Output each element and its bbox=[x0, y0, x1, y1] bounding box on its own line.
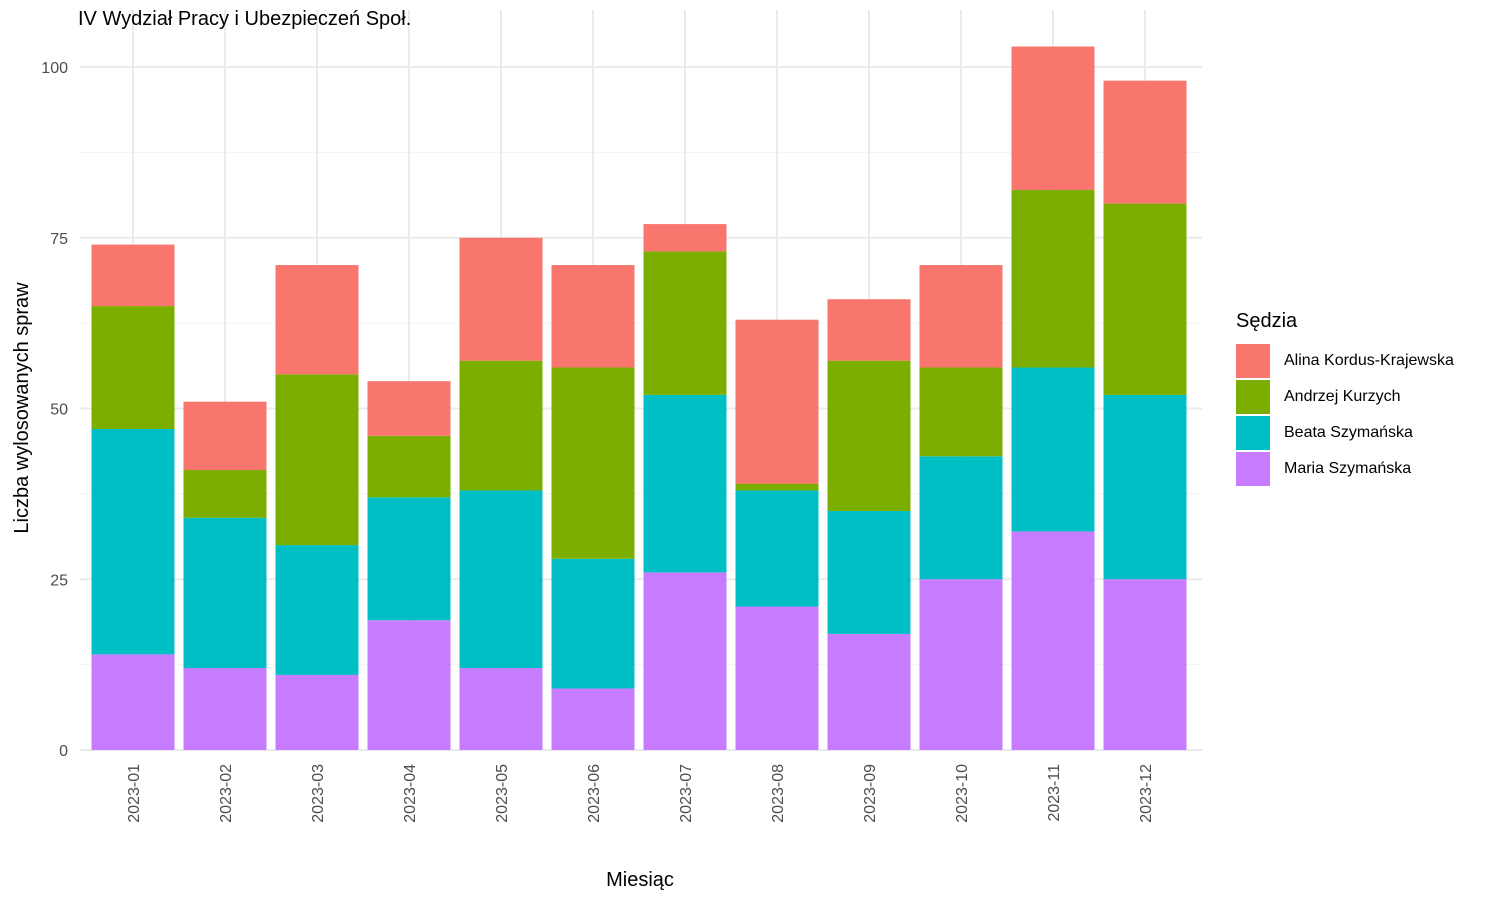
x-tick-label: 2023-12 bbox=[1138, 764, 1155, 823]
bar-segment bbox=[551, 367, 635, 559]
bar-segment bbox=[919, 367, 1003, 457]
legend-key-swatch bbox=[1236, 380, 1270, 414]
bar-segment bbox=[183, 401, 267, 470]
bar-segment bbox=[91, 306, 175, 429]
bar-segment bbox=[459, 360, 543, 491]
bar-segment bbox=[91, 428, 175, 655]
bar-segment bbox=[183, 517, 267, 669]
y-tick-label: 0 bbox=[59, 743, 68, 760]
bar-segment bbox=[1011, 367, 1095, 532]
bar-segment bbox=[367, 497, 451, 621]
x-tick-label: 2023-03 bbox=[310, 764, 327, 823]
bar-segment bbox=[459, 490, 543, 669]
bar-segment bbox=[643, 224, 727, 252]
bar-segment bbox=[1011, 189, 1095, 368]
legend-title: Sędzia bbox=[1236, 310, 1298, 332]
bar-segment bbox=[827, 299, 911, 361]
bar-segment bbox=[1103, 394, 1187, 580]
y-tick-label: 50 bbox=[50, 402, 68, 419]
legend-item: Beata Szymańska bbox=[1236, 415, 1454, 451]
legend-item: Maria Szymańska bbox=[1236, 451, 1454, 487]
x-tick-label: 2023-06 bbox=[586, 764, 603, 823]
legend-key-swatch bbox=[1236, 416, 1270, 450]
bar-segment bbox=[919, 579, 1003, 750]
x-axis-ticks: 2023-01 2023-02 2023-03 2023-04 2023-05 2023-… bbox=[126, 764, 1155, 823]
bar-segment bbox=[91, 654, 175, 750]
bar-segment bbox=[551, 265, 635, 368]
bar-segment bbox=[275, 374, 359, 546]
legend-label: Beata Szymańska bbox=[1284, 424, 1413, 441]
bar-segment bbox=[1011, 531, 1095, 750]
x-tick-label: 2023-09 bbox=[862, 764, 879, 823]
legend-item: Andrzej Kurzych bbox=[1236, 379, 1454, 415]
bar-segment bbox=[459, 237, 543, 361]
bar-segment bbox=[551, 688, 635, 750]
bar-segment bbox=[1103, 80, 1187, 204]
legend-label: Andrzej Kurzych bbox=[1284, 388, 1401, 405]
bar-segment bbox=[275, 545, 359, 675]
bar-segment bbox=[919, 265, 1003, 368]
bar-segment bbox=[735, 483, 819, 491]
bar-segment bbox=[643, 572, 727, 750]
bar-segment bbox=[735, 319, 819, 484]
bar-segment bbox=[367, 381, 451, 436]
legend-label: Alina Kordus-Krajewska bbox=[1284, 352, 1454, 369]
bar-segment bbox=[919, 456, 1003, 580]
legend: Sędzia Alina Kordus-Krajewska Andrzej Kur… bbox=[1236, 310, 1454, 487]
bar-segment bbox=[643, 251, 727, 395]
x-tick-label: 2023-02 bbox=[218, 764, 235, 823]
y-tick-label: 100 bbox=[41, 60, 68, 77]
x-axis-title: Miesiąc bbox=[606, 869, 674, 891]
bar-segment bbox=[1103, 579, 1187, 750]
x-tick-label: 2023-11 bbox=[1046, 764, 1063, 822]
x-tick-label: 2023-07 bbox=[678, 764, 695, 823]
bar-segment bbox=[367, 620, 451, 750]
bars-group bbox=[91, 46, 1187, 750]
x-tick-label: 2023-01 bbox=[126, 764, 143, 823]
bar-segment bbox=[551, 558, 635, 689]
x-tick-label: 2023-10 bbox=[954, 764, 971, 823]
bar-segment bbox=[827, 633, 911, 750]
bar-segment bbox=[183, 469, 267, 518]
x-tick-label: 2023-04 bbox=[402, 764, 419, 823]
y-axis-ticks: 0 25 50 75 100 bbox=[41, 60, 68, 760]
x-tick-label: 2023-08 bbox=[770, 764, 787, 823]
legend-label: Maria Szymańska bbox=[1284, 460, 1412, 477]
legend-item: Alina Kordus-Krajewska bbox=[1236, 343, 1454, 379]
bar-segment bbox=[459, 668, 543, 750]
y-tick-label: 75 bbox=[50, 231, 68, 248]
bar-segment bbox=[827, 510, 911, 634]
bar-segment bbox=[275, 674, 359, 750]
y-tick-label: 25 bbox=[50, 572, 68, 589]
legend-key-swatch bbox=[1236, 452, 1270, 486]
bar-segment bbox=[1011, 46, 1095, 190]
bar-segment bbox=[735, 490, 819, 607]
y-axis-title: Liczba wylosowanych spraw bbox=[11, 282, 33, 534]
x-tick-label: 2023-05 bbox=[494, 764, 511, 823]
bar-segment bbox=[643, 394, 727, 573]
bar-segment bbox=[735, 606, 819, 750]
bar-segment bbox=[183, 668, 267, 750]
bar-segment bbox=[1103, 203, 1187, 395]
bar-segment bbox=[91, 244, 175, 307]
bar-segment bbox=[275, 265, 359, 375]
legend-key-swatch bbox=[1236, 344, 1270, 378]
chart-title: IV Wydział Pracy i Ubezpieczeń Społ. bbox=[78, 8, 412, 30]
bar-segment bbox=[367, 435, 451, 498]
bar-segment bbox=[827, 360, 911, 511]
